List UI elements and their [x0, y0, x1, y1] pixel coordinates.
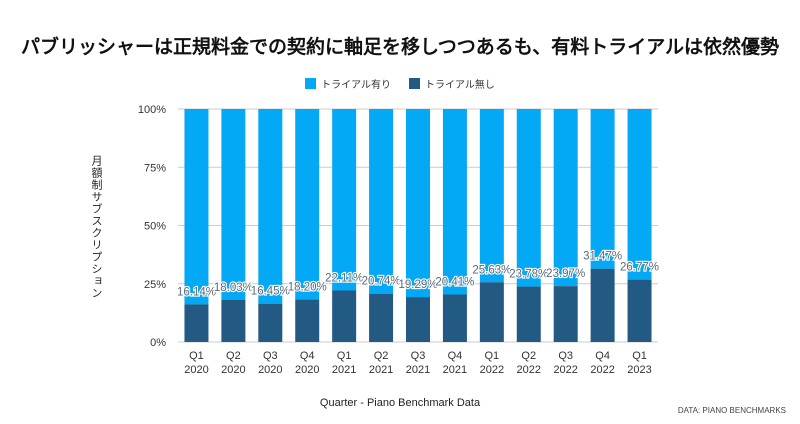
x-tick-label: 2021 — [332, 364, 356, 376]
bar-with-trial — [332, 109, 357, 291]
x-tick-label: 2022 — [553, 364, 577, 376]
y-tick-label: 0% — [150, 337, 166, 349]
x-tick-label: 2021 — [443, 364, 467, 376]
bar-with-trial — [516, 109, 541, 287]
x-tick-label: 2021 — [369, 364, 393, 376]
bar-with-trial — [295, 109, 320, 300]
bar-without-trial — [479, 282, 504, 342]
y-tick-label: 75% — [144, 162, 166, 174]
x-tick-label: 2020 — [258, 364, 282, 376]
y-axis-title: 月額制サブスクリプション — [90, 155, 103, 299]
bar-without-trial — [442, 294, 467, 342]
x-tick-label: Q3 — [558, 350, 573, 362]
data-label: 26.77% — [620, 262, 659, 274]
bar-with-trial — [369, 109, 394, 294]
legend-swatch-with-trial — [305, 78, 317, 89]
legend-item-with-trial: トライアル有り — [305, 76, 391, 91]
data-label: 23.78% — [509, 269, 548, 281]
bar-without-trial — [627, 279, 652, 342]
data-label: 25.63% — [472, 264, 511, 276]
data-label: 23.97% — [546, 268, 585, 280]
x-tick-label: Q1 — [632, 350, 647, 362]
x-tick-label: 2022 — [517, 364, 541, 376]
bar-without-trial — [258, 303, 283, 342]
bar-without-trial — [406, 297, 430, 342]
x-tick-label: Q1 — [189, 350, 204, 362]
y-tick-label: 50% — [144, 221, 166, 233]
bar-without-trial — [295, 299, 320, 342]
bar-without-trial — [332, 290, 357, 342]
bar-with-trial — [221, 109, 246, 300]
legend-label-with-trial: トライアル有り — [321, 80, 391, 91]
y-tick-label: 100% — [138, 104, 166, 116]
data-label: 20.74% — [362, 276, 401, 288]
data-label: 16.14% — [177, 286, 216, 298]
x-tick-label: Q2 — [226, 350, 241, 362]
bar-with-trial — [553, 109, 578, 287]
x-tick-label: 2023 — [627, 364, 651, 376]
data-label: 31.47% — [583, 251, 622, 263]
bar-with-trial — [479, 109, 504, 283]
x-tick-label: Q4 — [595, 350, 610, 362]
data-label: 18.20% — [288, 282, 327, 294]
bar-with-trial — [184, 109, 209, 305]
chart-title: パブリッシャーは正規料金での契約に軸足を移しつつあるも、有料トライアルは依然優勢 — [20, 36, 780, 58]
bar-without-trial — [369, 293, 394, 342]
source-note: DATA: PIANO BENCHMARKS — [677, 406, 786, 415]
bar-without-trial — [184, 304, 209, 342]
x-tick-label: Q1 — [485, 350, 500, 362]
x-tick-label: 2020 — [184, 364, 208, 376]
bar-without-trial — [516, 286, 541, 342]
x-tick-label: 2022 — [480, 364, 504, 376]
x-tick-label: Q2 — [374, 350, 389, 362]
x-tick-label: Q4 — [448, 350, 463, 362]
data-label: 22.11% — [325, 272, 363, 284]
data-label: 19.29% — [398, 279, 437, 291]
bar-with-trial — [627, 109, 652, 280]
bar-with-trial — [442, 109, 467, 295]
bar-without-trial — [553, 286, 578, 342]
legend-label-without-trial: トライアル無し — [425, 80, 495, 91]
x-tick-label: 2022 — [590, 364, 614, 376]
bar-with-trial — [258, 109, 283, 304]
x-tick-label: Q1 — [337, 350, 352, 362]
x-axis-title: Quarter - Piano Benchmark Data — [319, 397, 481, 409]
x-tick-label: Q3 — [411, 350, 426, 362]
data-label: 18.03% — [214, 282, 253, 294]
bar-without-trial — [221, 299, 246, 342]
data-label: 16.45% — [251, 286, 290, 298]
y-tick-label: 25% — [144, 279, 166, 291]
legend-swatch-without-trial — [409, 78, 420, 89]
x-tick-label: Q4 — [300, 350, 315, 362]
data-label: 20.41% — [435, 276, 474, 288]
x-tick-label: 2020 — [221, 364, 245, 376]
bar-with-trial — [406, 109, 430, 298]
legend: トライアル有り トライアル無し — [0, 76, 800, 91]
bar-with-trial — [590, 109, 615, 269]
bar-without-trial — [590, 268, 615, 342]
x-tick-label: Q3 — [263, 350, 278, 362]
legend-item-without-trial: トライアル無し — [409, 76, 495, 91]
x-tick-label: Q2 — [521, 350, 536, 362]
x-tick-label: 2020 — [295, 364, 319, 376]
x-tick-label: 2021 — [406, 364, 430, 376]
